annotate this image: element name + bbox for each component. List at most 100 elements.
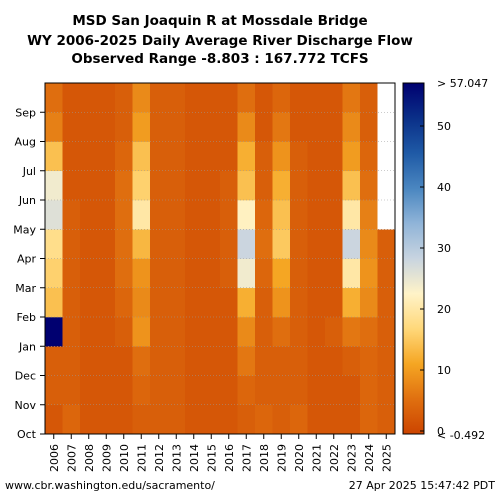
heatmap-cell [80,141,98,172]
heatmap-cell [45,375,63,406]
heatmap-cell [115,112,133,142]
heatmap-cell [167,83,186,113]
heatmap-cell [202,287,221,318]
heatmap-cell [115,200,133,230]
heatmap-cell [132,141,151,172]
heatmap-cell [325,346,343,376]
heatmap-cell [255,317,273,347]
heatmap-cell [45,141,63,172]
heatmap-cell [80,112,98,142]
heatmap-cell [290,229,308,259]
x-tick-label-2020: 2020 [293,444,306,472]
heatmap-cell [272,141,291,172]
colorbar-tick-label: 10 [437,364,451,377]
heatmap-cell [80,404,98,435]
x-tick-label-2013: 2013 [170,444,183,472]
heatmap-cell [97,170,116,201]
heatmap-cell [150,346,168,376]
heatmap-cell [62,258,81,289]
x-tick-label-2009: 2009 [100,444,113,472]
heatmap-cell [185,112,203,142]
heatmap-cell [237,170,256,201]
colorbar-tick-label: 40 [437,181,451,194]
heatmap-cell [80,375,98,406]
heatmap-cell [185,287,203,318]
heatmap-cell [342,404,361,435]
heatmap-cell [342,83,361,113]
heatmap-cell [97,229,116,259]
heatmap-cell [45,200,63,230]
heatmap-cells [45,83,396,435]
heatmap-cell [220,83,238,113]
heatmap-cell [132,404,151,435]
heatmap-cell [360,170,378,201]
heatmap-cell [342,112,361,142]
heatmap-cell [62,83,81,113]
heatmap-cell [202,375,221,406]
heatmap-cell [202,200,221,230]
heatmap-cell [255,141,273,172]
heatmap-cell [80,317,98,347]
heatmap-cell [255,200,273,230]
heatmap-cell [97,258,116,289]
x-tick-label-2025: 2025 [380,444,393,472]
y-axis: Oct Nov Dec Jan Feb Mar Apr May Jun Jul Aug Sep [13,106,45,441]
x-tick-label-2018: 2018 [258,444,271,472]
colorbar: 0 10 20 30 40 50 > 57.047 < -0.492 [402,77,488,442]
heatmap-cell [290,112,308,142]
heatmap-cell [290,141,308,172]
heatmap-cell [80,258,98,289]
heatmap-cell [290,375,308,406]
heatmap-cell [167,287,186,318]
heatmap-cell [132,317,151,347]
heatmap-cell [80,83,98,113]
heatmap-cell [377,346,396,376]
heatmap-cell [307,346,326,376]
heatmap-cell [342,170,361,201]
heatmap-cell [115,229,133,259]
heatmap-cell [342,346,361,376]
heatmap-cell [45,170,63,201]
heatmap-cell [272,229,291,259]
heatmap-cell [220,404,238,435]
heatmap-cell [97,346,116,376]
x-tick-label-2015: 2015 [205,444,218,472]
heatmap-cell [167,141,186,172]
x-tick-label-2007: 2007 [65,444,78,472]
x-tick-label-2017: 2017 [240,444,253,472]
heatmap-cell [220,287,238,318]
heatmap-cell [97,141,116,172]
heatmap-cell [62,317,81,347]
colorbar-tick-label: 0 [437,425,444,438]
heatmap-cell [377,258,396,289]
y-tick-label-nov: Nov [15,399,37,412]
heatmap-cell [377,375,396,406]
heatmap-cell [167,317,186,347]
gridlines [45,111,395,406]
chart-title-line-3: Observed Range -8.803 : 167.772 TCFS [71,51,368,67]
heatmap-cell [185,170,203,201]
heatmap-cell [220,346,238,376]
heatmap-cell [115,287,133,318]
heatmap-cell [80,170,98,201]
heatmap-cell [185,141,203,172]
heatmap-cell [220,258,238,289]
heatmap-cell [325,200,343,230]
heatmap-cell [167,170,186,201]
heatmap-cell [202,83,221,113]
heatmap-cell [237,287,256,318]
heatmap-cell [360,141,378,172]
heatmap-cell [272,287,291,318]
heatmap-cell [255,112,273,142]
heatmap-cell [62,229,81,259]
heatmap-cell [150,141,168,172]
heatmap-cell [80,346,98,376]
colorbar-ticks: 0 10 20 30 40 50 [420,120,451,438]
x-tick-label-2014: 2014 [188,444,201,472]
heatmap-cell [307,317,326,347]
heatmap-cell [150,375,168,406]
y-tick-label-jun: Jun [18,194,36,207]
heatmap-cell [290,258,308,289]
heatmap-cell [377,317,396,347]
